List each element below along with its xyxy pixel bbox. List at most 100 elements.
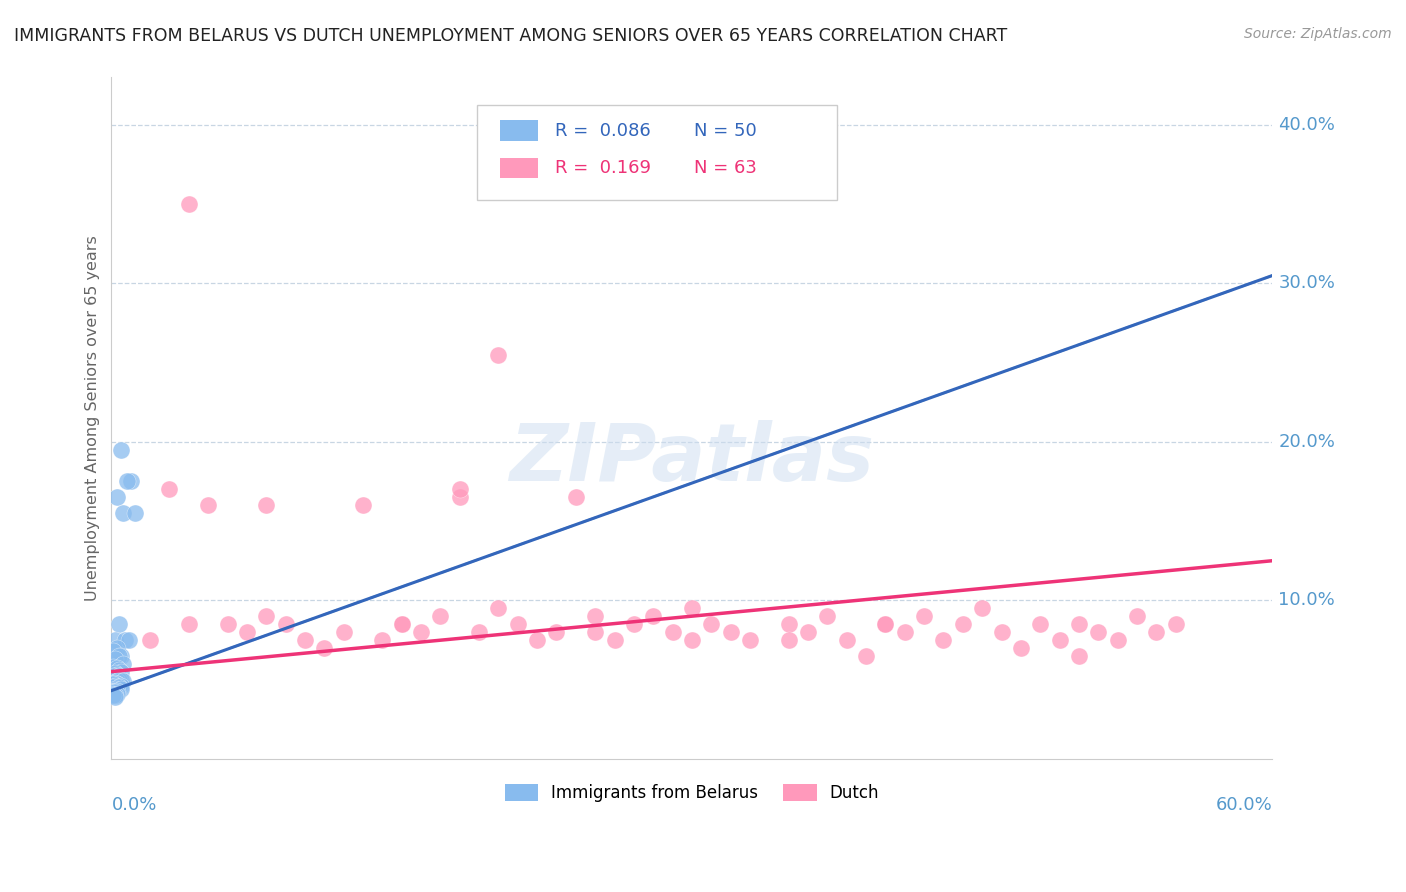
Text: 20.0%: 20.0% <box>1278 433 1336 450</box>
Point <box>738 632 761 647</box>
Point <box>583 609 606 624</box>
Point <box>932 632 955 647</box>
Point <box>449 483 471 497</box>
Point <box>103 681 125 695</box>
Legend: Immigrants from Belarus, Dutch: Immigrants from Belarus, Dutch <box>498 777 886 808</box>
Point <box>332 625 354 640</box>
Point <box>103 677 125 691</box>
Point <box>118 632 141 647</box>
Point <box>110 442 132 457</box>
Point <box>778 617 800 632</box>
Point <box>105 491 128 505</box>
Point <box>108 681 131 695</box>
FancyBboxPatch shape <box>501 158 537 178</box>
Point <box>110 673 132 687</box>
Text: IMMIGRANTS FROM BELARUS VS DUTCH UNEMPLOYMENT AMONG SENIORS OVER 65 YEARS CORREL: IMMIGRANTS FROM BELARUS VS DUTCH UNEMPLO… <box>14 27 1007 45</box>
Point <box>103 644 125 658</box>
Point <box>124 506 146 520</box>
Point <box>254 498 277 512</box>
Point <box>177 617 200 632</box>
Point <box>105 668 128 682</box>
Point <box>352 498 374 512</box>
Text: 10.0%: 10.0% <box>1278 591 1334 609</box>
Point <box>103 683 125 698</box>
Point <box>526 632 548 647</box>
Point <box>111 657 134 671</box>
Point <box>105 640 128 655</box>
FancyBboxPatch shape <box>477 104 837 200</box>
Point <box>391 617 413 632</box>
Point <box>104 690 127 704</box>
Point <box>314 640 336 655</box>
Point <box>506 617 529 632</box>
Point <box>177 197 200 211</box>
Text: 40.0%: 40.0% <box>1278 116 1336 134</box>
Point <box>236 625 259 640</box>
Point <box>1144 625 1167 640</box>
Point <box>583 625 606 640</box>
Point <box>108 617 131 632</box>
Point <box>108 669 131 683</box>
Point <box>468 625 491 640</box>
Point <box>855 648 877 663</box>
Point <box>623 617 645 632</box>
Point <box>217 617 239 632</box>
Point <box>108 663 131 677</box>
Point <box>952 617 974 632</box>
Point <box>108 648 131 663</box>
Point <box>104 652 127 666</box>
Point <box>103 669 125 683</box>
Point <box>546 625 568 640</box>
Point <box>875 617 897 632</box>
Point <box>111 674 134 689</box>
Point <box>294 632 316 647</box>
Point <box>700 617 723 632</box>
Point <box>103 673 125 687</box>
Point <box>815 609 838 624</box>
Point <box>103 689 125 703</box>
Point <box>110 648 132 663</box>
Point <box>1029 617 1052 632</box>
Point <box>661 625 683 640</box>
Point <box>1107 632 1129 647</box>
Point <box>486 601 509 615</box>
Y-axis label: Unemployment Among Seniors over 65 years: Unemployment Among Seniors over 65 years <box>86 235 100 601</box>
Point <box>681 601 703 615</box>
Point <box>972 601 994 615</box>
Point <box>371 632 394 647</box>
Point <box>274 617 297 632</box>
Point <box>429 609 451 624</box>
Point <box>835 632 858 647</box>
Point <box>409 625 432 640</box>
Point <box>990 625 1012 640</box>
Point <box>104 679 127 693</box>
Point <box>104 632 127 647</box>
Point <box>104 671 127 685</box>
Point <box>104 683 127 698</box>
Point <box>110 679 132 693</box>
Text: R =  0.169: R = 0.169 <box>555 159 651 177</box>
Text: 30.0%: 30.0% <box>1278 275 1336 293</box>
Text: 60.0%: 60.0% <box>1216 797 1272 814</box>
Point <box>565 491 588 505</box>
Point <box>912 609 935 624</box>
Point <box>1164 617 1187 632</box>
Point <box>391 617 413 632</box>
Point <box>104 681 127 696</box>
Point <box>643 609 665 624</box>
Point <box>103 675 125 690</box>
Text: N = 63: N = 63 <box>695 159 756 177</box>
Point <box>110 665 132 679</box>
Point <box>104 666 127 681</box>
Point <box>1010 640 1032 655</box>
Point <box>486 348 509 362</box>
Text: N = 50: N = 50 <box>695 121 756 139</box>
Point <box>105 683 128 698</box>
Point <box>1067 648 1090 663</box>
Point <box>105 677 128 691</box>
Point <box>778 632 800 647</box>
Point <box>110 681 132 696</box>
Point <box>105 674 128 689</box>
Point <box>114 632 136 647</box>
Point <box>1049 632 1071 647</box>
